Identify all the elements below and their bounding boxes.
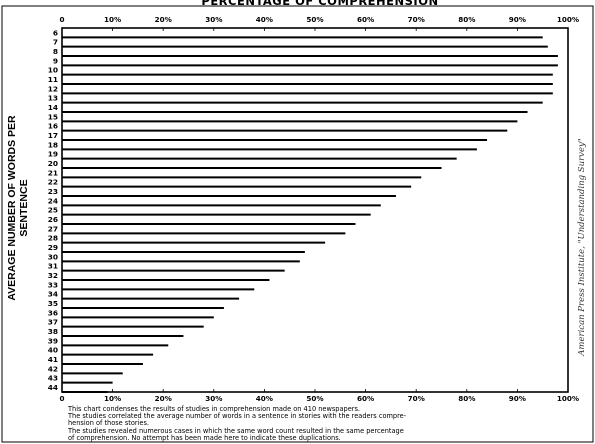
bars xyxy=(62,36,558,393)
category-label: 8 xyxy=(53,47,58,56)
x-tick-label-bottom: 70% xyxy=(408,394,425,403)
category-label: 38 xyxy=(48,327,58,336)
top-tick-labels: 0 10% 20% 30% 40% 50% 60% 70% 80% 90% 100% xyxy=(59,15,579,31)
category-label: 44 xyxy=(48,383,58,392)
category-label: 29 xyxy=(48,243,58,252)
category-label: 30 xyxy=(48,252,58,261)
x-tick-label-top: 20% xyxy=(155,15,172,24)
category-label: 39 xyxy=(48,336,58,345)
category-label: 6 xyxy=(53,28,58,37)
x-tick-label-bottom: 10% xyxy=(104,394,121,403)
category-label: 36 xyxy=(48,308,58,317)
category-label: 41 xyxy=(48,355,58,364)
x-tick-label-top: 50% xyxy=(306,15,323,24)
category-label: 24 xyxy=(48,196,58,205)
x-tick-label-top: 80% xyxy=(458,15,475,24)
category-label: 17 xyxy=(48,131,58,140)
x-tick-label-bottom: 80% xyxy=(458,394,475,403)
category-label: 13 xyxy=(48,94,58,103)
category-label: 32 xyxy=(48,271,58,280)
footnote-line: of comprehension. No attempt has been ma… xyxy=(68,433,341,442)
footnote-line: The studies revealed numerous cases in w… xyxy=(68,426,404,435)
category-label: 14 xyxy=(48,103,58,112)
category-label: 22 xyxy=(48,178,58,187)
plot-frame xyxy=(61,27,569,393)
category-label: 28 xyxy=(48,234,58,243)
footnote-line: This chart condenses the results of stud… xyxy=(68,405,361,413)
x-tick-label-top: 100% xyxy=(557,15,579,24)
category-label: 11 xyxy=(48,75,58,84)
outer-border xyxy=(1,5,594,443)
category-label: 20 xyxy=(48,159,58,168)
chart-title: PERCENTAGE OF COMPREHENSION xyxy=(201,0,439,8)
x-tick-label-bottom: 40% xyxy=(256,394,273,403)
footnote-line: hension of those stories. xyxy=(68,419,150,428)
x-tick-label-top: 0 xyxy=(59,15,64,24)
category-label: 21 xyxy=(48,168,58,177)
category-label: 43 xyxy=(48,374,58,383)
category-label: 33 xyxy=(48,280,58,289)
x-tick-label-top: 30% xyxy=(205,15,222,24)
footnote: This chart condenses the results of stud… xyxy=(68,405,568,442)
category-label: 15 xyxy=(48,112,58,121)
x-tick-label-bottom: 0 xyxy=(59,394,64,403)
x-tick-label-top: 10% xyxy=(104,15,121,24)
category-label: 19 xyxy=(48,150,58,159)
category-labels: 6789101112131415161718192021222324252627… xyxy=(48,28,58,392)
x-tick-label-bottom: 20% xyxy=(155,394,172,403)
x-tick-label-bottom: 100% xyxy=(557,394,579,403)
category-label: 40 xyxy=(48,346,58,355)
x-tick-label-bottom: 30% xyxy=(205,394,222,403)
category-label: 7 xyxy=(53,38,58,47)
x-tick-label-top: 60% xyxy=(357,15,374,24)
category-label: 10 xyxy=(48,66,58,75)
category-label: 35 xyxy=(48,299,58,308)
category-label: 23 xyxy=(48,187,58,196)
category-label: 31 xyxy=(48,262,58,271)
category-label: 42 xyxy=(48,364,58,373)
category-label: 26 xyxy=(48,215,58,224)
category-label: 37 xyxy=(48,318,58,327)
category-label: 25 xyxy=(48,206,58,215)
footnote-line: The studies correlated the average numbe… xyxy=(68,412,407,421)
x-tick-label-bottom: 90% xyxy=(509,394,526,403)
bottom-tick-labels: 0 10% 20% 30% 40% 50% 60% 70% 80% 90% 100% xyxy=(59,389,579,403)
x-tick-label-top: 40% xyxy=(256,15,273,24)
category-label: 9 xyxy=(53,56,58,65)
x-tick-label-top: 90% xyxy=(509,15,526,24)
category-label: 27 xyxy=(48,224,58,233)
category-label: 18 xyxy=(48,140,58,149)
x-tick-label-bottom: 60% xyxy=(357,394,374,403)
category-label: 12 xyxy=(48,84,58,93)
side-note: American Press Institute, "Understanding… xyxy=(577,138,587,356)
category-label: 34 xyxy=(48,290,58,299)
x-tick-label-bottom: 50% xyxy=(306,394,323,403)
category-label: 16 xyxy=(48,122,58,131)
x-tick-label-top: 70% xyxy=(408,15,425,24)
